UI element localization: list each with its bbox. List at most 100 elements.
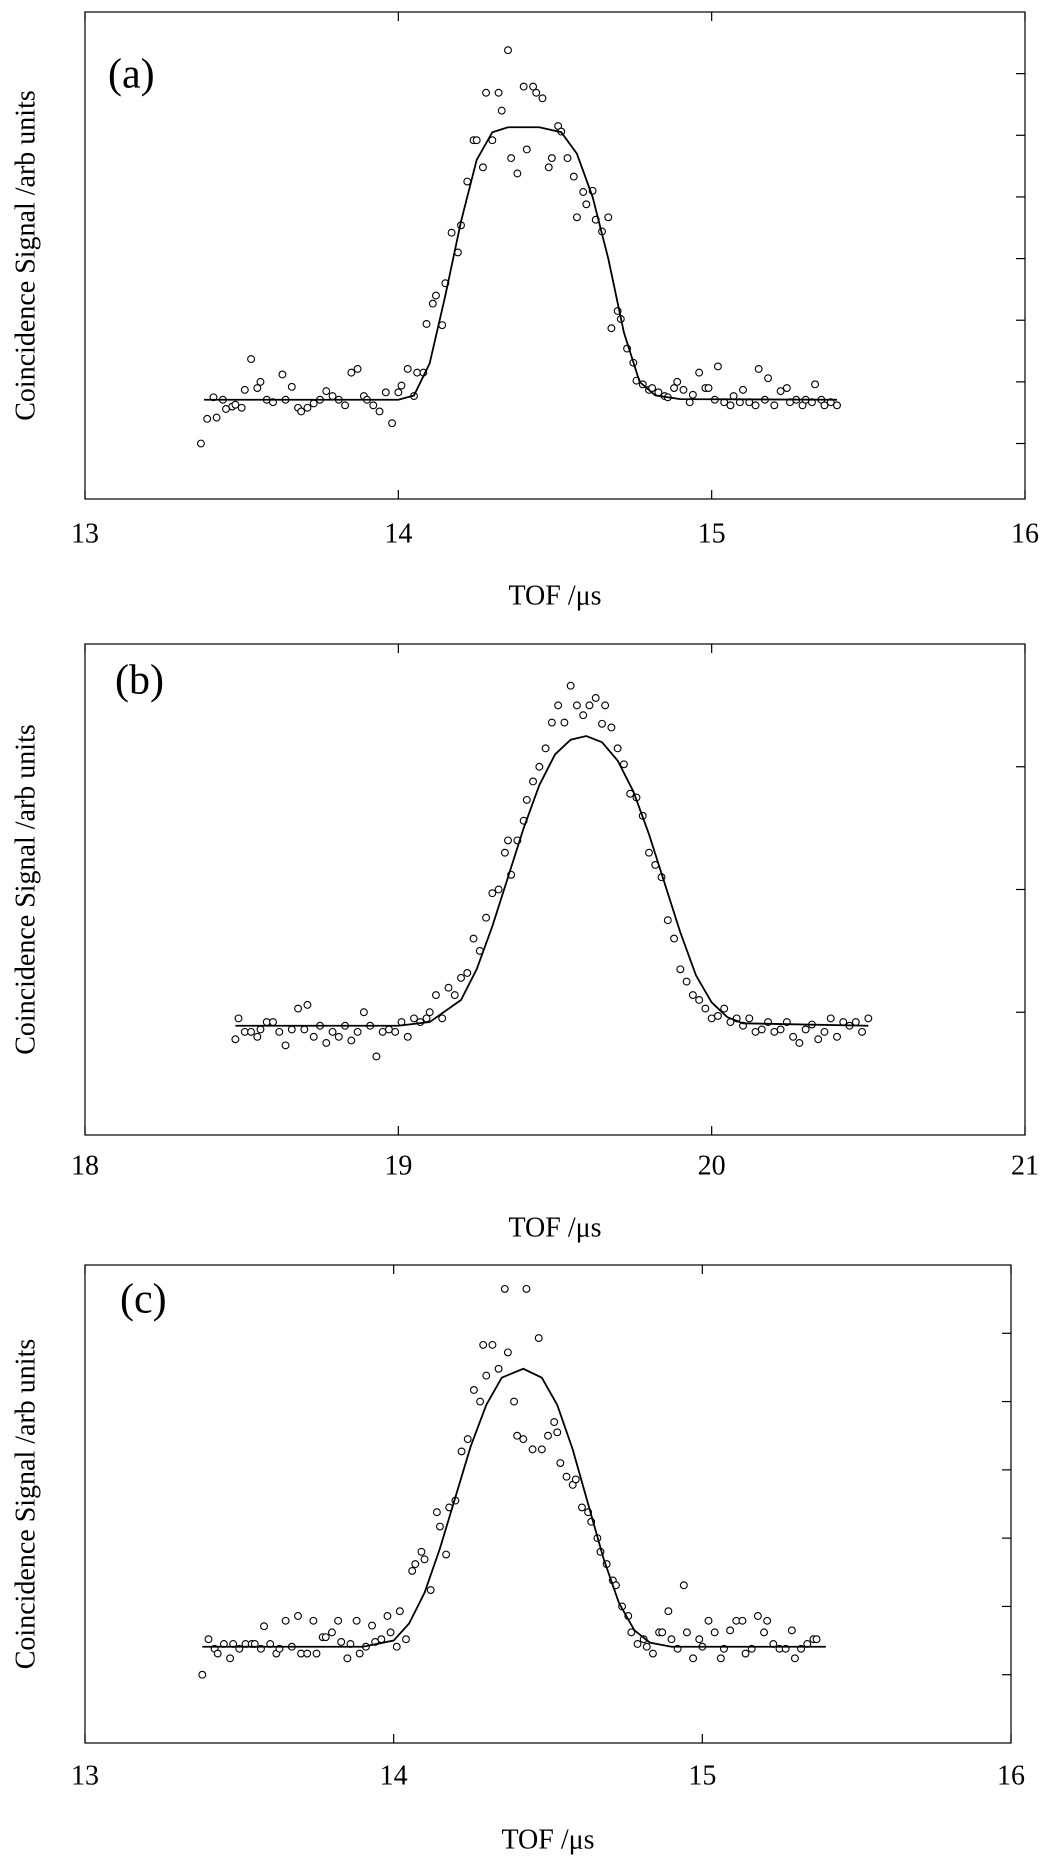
x-axis-label: TOF /μs [508, 580, 601, 611]
data-point [670, 384, 679, 392]
data-point [328, 1027, 337, 1036]
data-point [375, 407, 384, 416]
data-point [776, 1025, 785, 1034]
data-point [503, 1348, 512, 1357]
data-point [679, 385, 688, 394]
data-point [352, 1616, 361, 1625]
data-point [682, 1628, 691, 1637]
data-point [550, 1418, 559, 1427]
data-point [673, 377, 682, 386]
x-tick-label: 18 [71, 1150, 99, 1181]
data-point [695, 996, 704, 1004]
data-point [383, 1612, 392, 1620]
data-point [334, 1616, 343, 1625]
data-point [787, 1626, 796, 1635]
data-point [538, 94, 547, 103]
data-point [645, 848, 653, 857]
x-tick-label: 13 [71, 518, 99, 549]
data-point [368, 1621, 377, 1630]
data-point [369, 401, 378, 410]
data-point [790, 1654, 799, 1663]
data-point [247, 355, 256, 364]
data-point [676, 965, 685, 974]
data-point [355, 1649, 364, 1658]
data-point [713, 1011, 722, 1020]
x-tick-label: 15 [688, 1760, 716, 1791]
data-point [403, 364, 412, 373]
data-point [386, 1628, 395, 1637]
y-axis-label: Coincidence Signal /arb units [10, 1339, 41, 1670]
data-point [753, 1612, 762, 1620]
data-point [613, 744, 622, 753]
data-point [782, 384, 791, 392]
data-point [353, 364, 362, 373]
data-point [541, 744, 550, 753]
data-point [237, 403, 246, 412]
data-point [198, 1670, 207, 1679]
data-point [337, 1637, 346, 1646]
x-tick-label: 16 [1011, 518, 1039, 549]
data-point [535, 762, 544, 771]
data-point [658, 1628, 667, 1637]
data-point [572, 213, 581, 222]
data-point [544, 163, 553, 172]
data-point [544, 1431, 552, 1440]
data-point [648, 384, 657, 392]
data-point [425, 1008, 434, 1017]
data-point [463, 969, 472, 977]
data-point [726, 1626, 735, 1635]
data-point [428, 299, 437, 308]
data-point [566, 681, 575, 690]
data-point [585, 701, 594, 710]
data-point [833, 1032, 841, 1041]
data-point [537, 1445, 546, 1454]
data-point [403, 1032, 412, 1041]
data-point [431, 291, 440, 300]
data-point [226, 1654, 235, 1663]
data-point [522, 145, 531, 154]
data-point [591, 694, 600, 702]
data-point [751, 401, 760, 410]
plot-frame [84, 11, 1026, 500]
data-point [679, 1581, 688, 1590]
data-point [410, 1014, 418, 1023]
y-axis-label: Coincidence Signal /arb units [10, 724, 41, 1055]
data-point [553, 1428, 562, 1437]
data-point [739, 385, 747, 394]
data-point [741, 1649, 750, 1658]
data-point [716, 1654, 725, 1663]
data-point [397, 381, 406, 390]
data-point [572, 701, 581, 710]
data-point [826, 1014, 835, 1023]
data-point [569, 172, 578, 181]
data-point [604, 213, 613, 222]
data-point [563, 154, 572, 163]
data-point [392, 1642, 401, 1651]
data-point [203, 414, 212, 423]
data-point [833, 401, 841, 410]
panel-label: (b) [115, 658, 164, 704]
x-axis-label: TOF /μs [508, 1212, 601, 1243]
data-point [764, 374, 773, 383]
data-point [556, 1459, 565, 1467]
panel-label: (c) [120, 1277, 167, 1323]
data-point [234, 1014, 243, 1023]
data-point [353, 1027, 362, 1036]
data-point [812, 1635, 821, 1644]
data-point [745, 1014, 754, 1023]
data-point [287, 1025, 296, 1034]
data-point [494, 1364, 503, 1373]
data-point [689, 1654, 698, 1663]
data-point [582, 200, 591, 209]
data-point [231, 1035, 240, 1044]
data-point [287, 382, 296, 391]
data-point [648, 1649, 657, 1658]
data-point [394, 388, 403, 397]
data-point [402, 1635, 410, 1644]
data-point [482, 1371, 491, 1380]
data-point [377, 1635, 386, 1644]
data-point [478, 163, 487, 172]
data-point [432, 1508, 441, 1517]
data-point [770, 401, 779, 410]
panel-label: (a) [108, 52, 155, 98]
